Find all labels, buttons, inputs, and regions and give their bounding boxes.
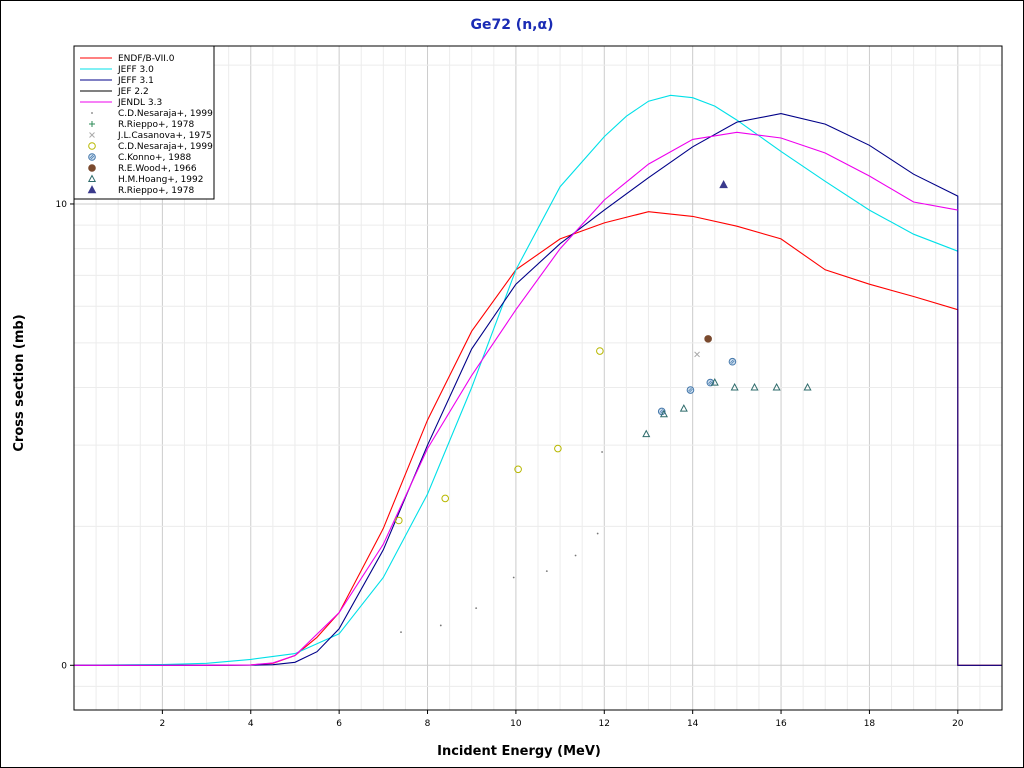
series-layer	[73, 94, 1002, 666]
data-point-s5	[512, 576, 515, 579]
legend-label: C.D.Nesaraja+, 1999	[118, 109, 213, 119]
data-point-s11	[659, 409, 668, 418]
data-point-s8	[514, 465, 522, 474]
y-axis-ticks: 0 10	[56, 200, 74, 671]
data-point-s5	[574, 554, 577, 557]
x-tick-label: 12	[599, 719, 610, 729]
legend-label: R.E.Wood+, 1966	[118, 164, 197, 174]
data-point-s8	[395, 516, 403, 525]
legend-marker	[87, 185, 97, 194]
data-point-s11	[730, 382, 739, 391]
x-tick-label: 18	[864, 719, 876, 729]
legend-label: C.Konno+, 1988	[118, 153, 191, 163]
legend-marker	[88, 153, 96, 161]
legend-label: ENDF/B-VII.0	[118, 54, 175, 64]
legend-label: JENDL 3.3	[117, 98, 162, 108]
legend-marker	[88, 142, 96, 150]
x-tick-label: 10	[510, 719, 522, 729]
legend-marker	[89, 121, 95, 127]
data-point-s8	[596, 347, 604, 355]
y-axis-label: Cross section (mb)	[12, 314, 27, 451]
data-point-s12	[719, 180, 728, 189]
legend-label: H.M.Hoang+, 1992	[118, 175, 203, 185]
data-point-s9	[657, 407, 666, 416]
data-point-s8	[441, 494, 450, 503]
x-axis-ticks: 2 4 6 8 10 12 14 16 18 20	[160, 710, 964, 729]
data-point-s9	[728, 357, 737, 366]
legend-label: JEFF 3.1	[117, 76, 154, 86]
x-tick-label: 2	[160, 719, 166, 729]
legend-marker	[91, 112, 93, 114]
data-point-s7	[694, 351, 700, 358]
legend-label: J.L.Casanova+, 1975	[117, 131, 212, 141]
legend-box	[73, 45, 215, 200]
y-tick-label: 0	[61, 661, 67, 671]
data-point-s10	[704, 335, 712, 343]
x-tick-label: 14	[687, 719, 699, 729]
plot-border	[73, 45, 1003, 711]
x-tick-label: 16	[775, 719, 787, 729]
data-point-s8	[554, 444, 562, 453]
data-point-s5	[400, 631, 402, 634]
data-point-s5	[475, 607, 478, 610]
data-point-s5	[596, 532, 599, 535]
plot-area	[73, 45, 1003, 711]
x-axis-label: Incident Energy (MeV)	[437, 744, 601, 759]
data-point-s11	[710, 378, 719, 386]
legend-label: JEFF 3.0	[117, 65, 154, 75]
legend-marker	[89, 132, 95, 138]
data-point-s9	[686, 386, 695, 394]
x-tick-label: 6	[336, 719, 342, 729]
x-tick-label: 8	[425, 719, 431, 729]
data-point-s11	[679, 404, 688, 412]
legend-label: R.Rieppo+, 1978	[118, 186, 194, 196]
chart-title: Ge72 (n,α)	[470, 17, 553, 33]
data-point-s11	[772, 382, 781, 391]
series-line-1	[73, 94, 958, 666]
legend-label: C.D.Nesaraja+, 1999	[118, 142, 213, 152]
legend-marker	[87, 174, 97, 182]
data-point-s11	[803, 382, 812, 391]
legend-label: R.Rieppo+, 1978	[118, 120, 194, 130]
series-line-4	[74, 131, 958, 666]
data-point-s11	[642, 429, 651, 438]
y-tick-label: 10	[56, 200, 68, 210]
legend-label: JEF 2.2	[117, 87, 149, 97]
x-tick-label: 4	[248, 719, 254, 729]
legend-marker	[88, 164, 96, 172]
data-point-s5	[545, 570, 548, 573]
data-point-s11	[750, 382, 759, 391]
data-point-s5	[439, 624, 442, 627]
data-point-s5	[601, 451, 603, 453]
x-tick-label: 20	[952, 719, 964, 729]
